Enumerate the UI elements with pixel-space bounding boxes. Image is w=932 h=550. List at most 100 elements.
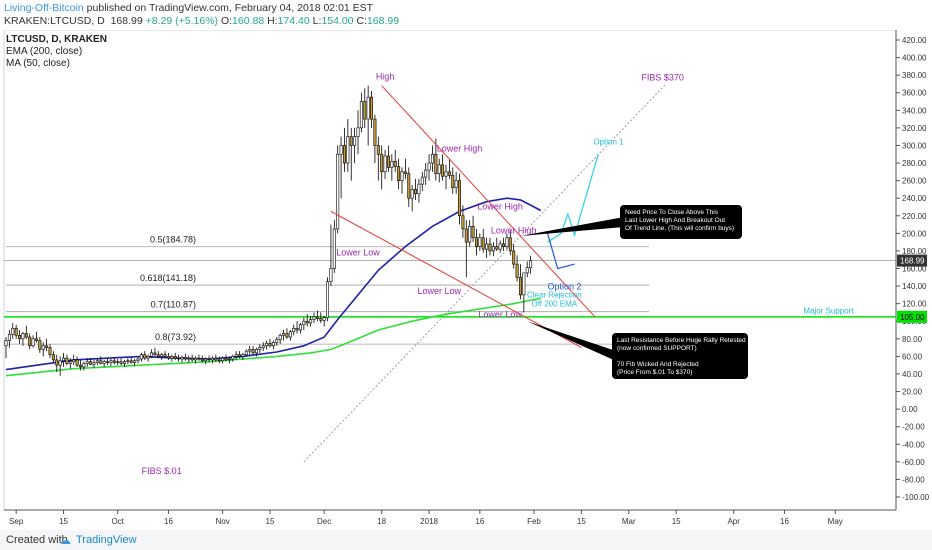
candle bbox=[485, 243, 489, 250]
candle bbox=[502, 243, 506, 247]
candle bbox=[512, 250, 516, 265]
low-label: L: bbox=[312, 15, 322, 27]
fib-label: FIBS $370 bbox=[641, 72, 684, 82]
candle bbox=[146, 356, 150, 359]
candle bbox=[78, 364, 82, 368]
candle bbox=[18, 334, 22, 340]
y-tick-label: -100.00 bbox=[902, 493, 930, 502]
candle bbox=[326, 281, 330, 319]
candle bbox=[55, 359, 59, 366]
candle bbox=[31, 338, 35, 347]
annotation-label: Lower High bbox=[437, 144, 483, 154]
candle bbox=[4, 340, 8, 347]
candle bbox=[430, 153, 434, 164]
candle bbox=[58, 360, 62, 366]
candle bbox=[515, 263, 519, 278]
callout-resistance-line: Last Lower High And Breakout Out bbox=[625, 217, 725, 224]
candle bbox=[244, 350, 248, 355]
candle bbox=[217, 359, 221, 362]
candle bbox=[498, 243, 502, 250]
callout-resistance-pointer bbox=[520, 217, 624, 236]
x-tick-label: 15 bbox=[59, 517, 68, 526]
tradingview-brand[interactable]: TradingView bbox=[76, 534, 137, 546]
price-change: +8.29 (+5.16%) bbox=[145, 15, 219, 27]
candle bbox=[278, 334, 282, 340]
candle bbox=[437, 164, 441, 174]
footer: Created with ☁ TradingView bbox=[0, 530, 932, 550]
candle bbox=[106, 361, 110, 363]
symbol-line: KRAKEN:LTCUSD, D bbox=[4, 15, 105, 27]
candle bbox=[508, 237, 512, 252]
candle bbox=[238, 354, 242, 357]
candle bbox=[122, 361, 126, 364]
y-tick-label: 0.00 bbox=[902, 405, 918, 414]
candle bbox=[41, 345, 45, 350]
y-tick-label: 60.00 bbox=[902, 352, 923, 361]
candle bbox=[11, 327, 15, 335]
candle bbox=[417, 183, 421, 195]
support-price-label: 105.00 bbox=[900, 313, 925, 322]
candle bbox=[420, 176, 424, 185]
candle bbox=[339, 145, 343, 155]
candle bbox=[353, 136, 357, 146]
candle bbox=[251, 349, 255, 354]
candle bbox=[45, 345, 49, 348]
x-tick-label: Mar bbox=[622, 517, 636, 526]
candle bbox=[119, 361, 123, 364]
annotation-label: Lower High bbox=[477, 202, 523, 212]
plot-frame bbox=[3, 30, 897, 511]
candle bbox=[254, 349, 258, 354]
candle bbox=[156, 354, 160, 357]
candle bbox=[349, 136, 353, 146]
candle bbox=[65, 357, 69, 364]
candle bbox=[51, 354, 55, 361]
publish-header: Living-Off-Bitcoin published on TradingV… bbox=[0, 0, 932, 30]
candle bbox=[529, 260, 533, 269]
x-tick-label: Oct bbox=[111, 517, 124, 526]
y-tick-label: 220.00 bbox=[902, 212, 927, 221]
x-tick-label: Dec bbox=[317, 517, 331, 526]
legend-ma[interactable]: MA (50, close) bbox=[6, 58, 70, 69]
trend-line bbox=[330, 210, 582, 349]
candle bbox=[478, 237, 482, 247]
candle bbox=[150, 352, 154, 357]
candle bbox=[248, 349, 252, 352]
candle bbox=[227, 358, 231, 361]
candle bbox=[471, 226, 475, 239]
candle bbox=[99, 360, 103, 364]
candle bbox=[458, 180, 462, 217]
price-chart[interactable]: 420.00 400.00 380.00 360.00 340.00 320.00 300.… bbox=[0, 30, 932, 530]
close-label: C: bbox=[356, 15, 367, 27]
candle bbox=[231, 356, 235, 360]
candle bbox=[329, 268, 333, 282]
callout-support-line: (Price From $.01 To $370) bbox=[617, 369, 692, 376]
candle bbox=[92, 362, 96, 365]
annotation-label: Lower Low bbox=[336, 247, 380, 257]
candle bbox=[48, 347, 52, 355]
candle bbox=[464, 228, 468, 243]
callout-support-pointer bbox=[527, 321, 616, 361]
candle bbox=[133, 360, 137, 363]
candle bbox=[454, 180, 458, 188]
candle bbox=[116, 361, 120, 363]
candle bbox=[207, 358, 211, 361]
candle bbox=[376, 145, 380, 155]
candle bbox=[363, 101, 367, 120]
legend-ema[interactable]: EMA (200, close) bbox=[6, 46, 83, 57]
callout-resistance bbox=[620, 205, 742, 239]
candle bbox=[332, 228, 336, 269]
candle bbox=[495, 246, 499, 250]
candle bbox=[312, 316, 316, 320]
x-tick-label: 15 bbox=[577, 517, 586, 526]
candle bbox=[386, 155, 390, 168]
candle bbox=[474, 237, 478, 247]
candle bbox=[481, 237, 485, 250]
y-tick-label: 20.00 bbox=[902, 388, 923, 397]
annotation-label: High bbox=[376, 72, 395, 82]
author-link[interactable]: Living-Off-Bitcoin bbox=[4, 2, 84, 14]
candle bbox=[261, 345, 265, 348]
candle bbox=[72, 359, 76, 362]
candle bbox=[285, 333, 289, 338]
candle bbox=[441, 164, 445, 177]
annotation-label: Lower Low bbox=[478, 310, 522, 320]
